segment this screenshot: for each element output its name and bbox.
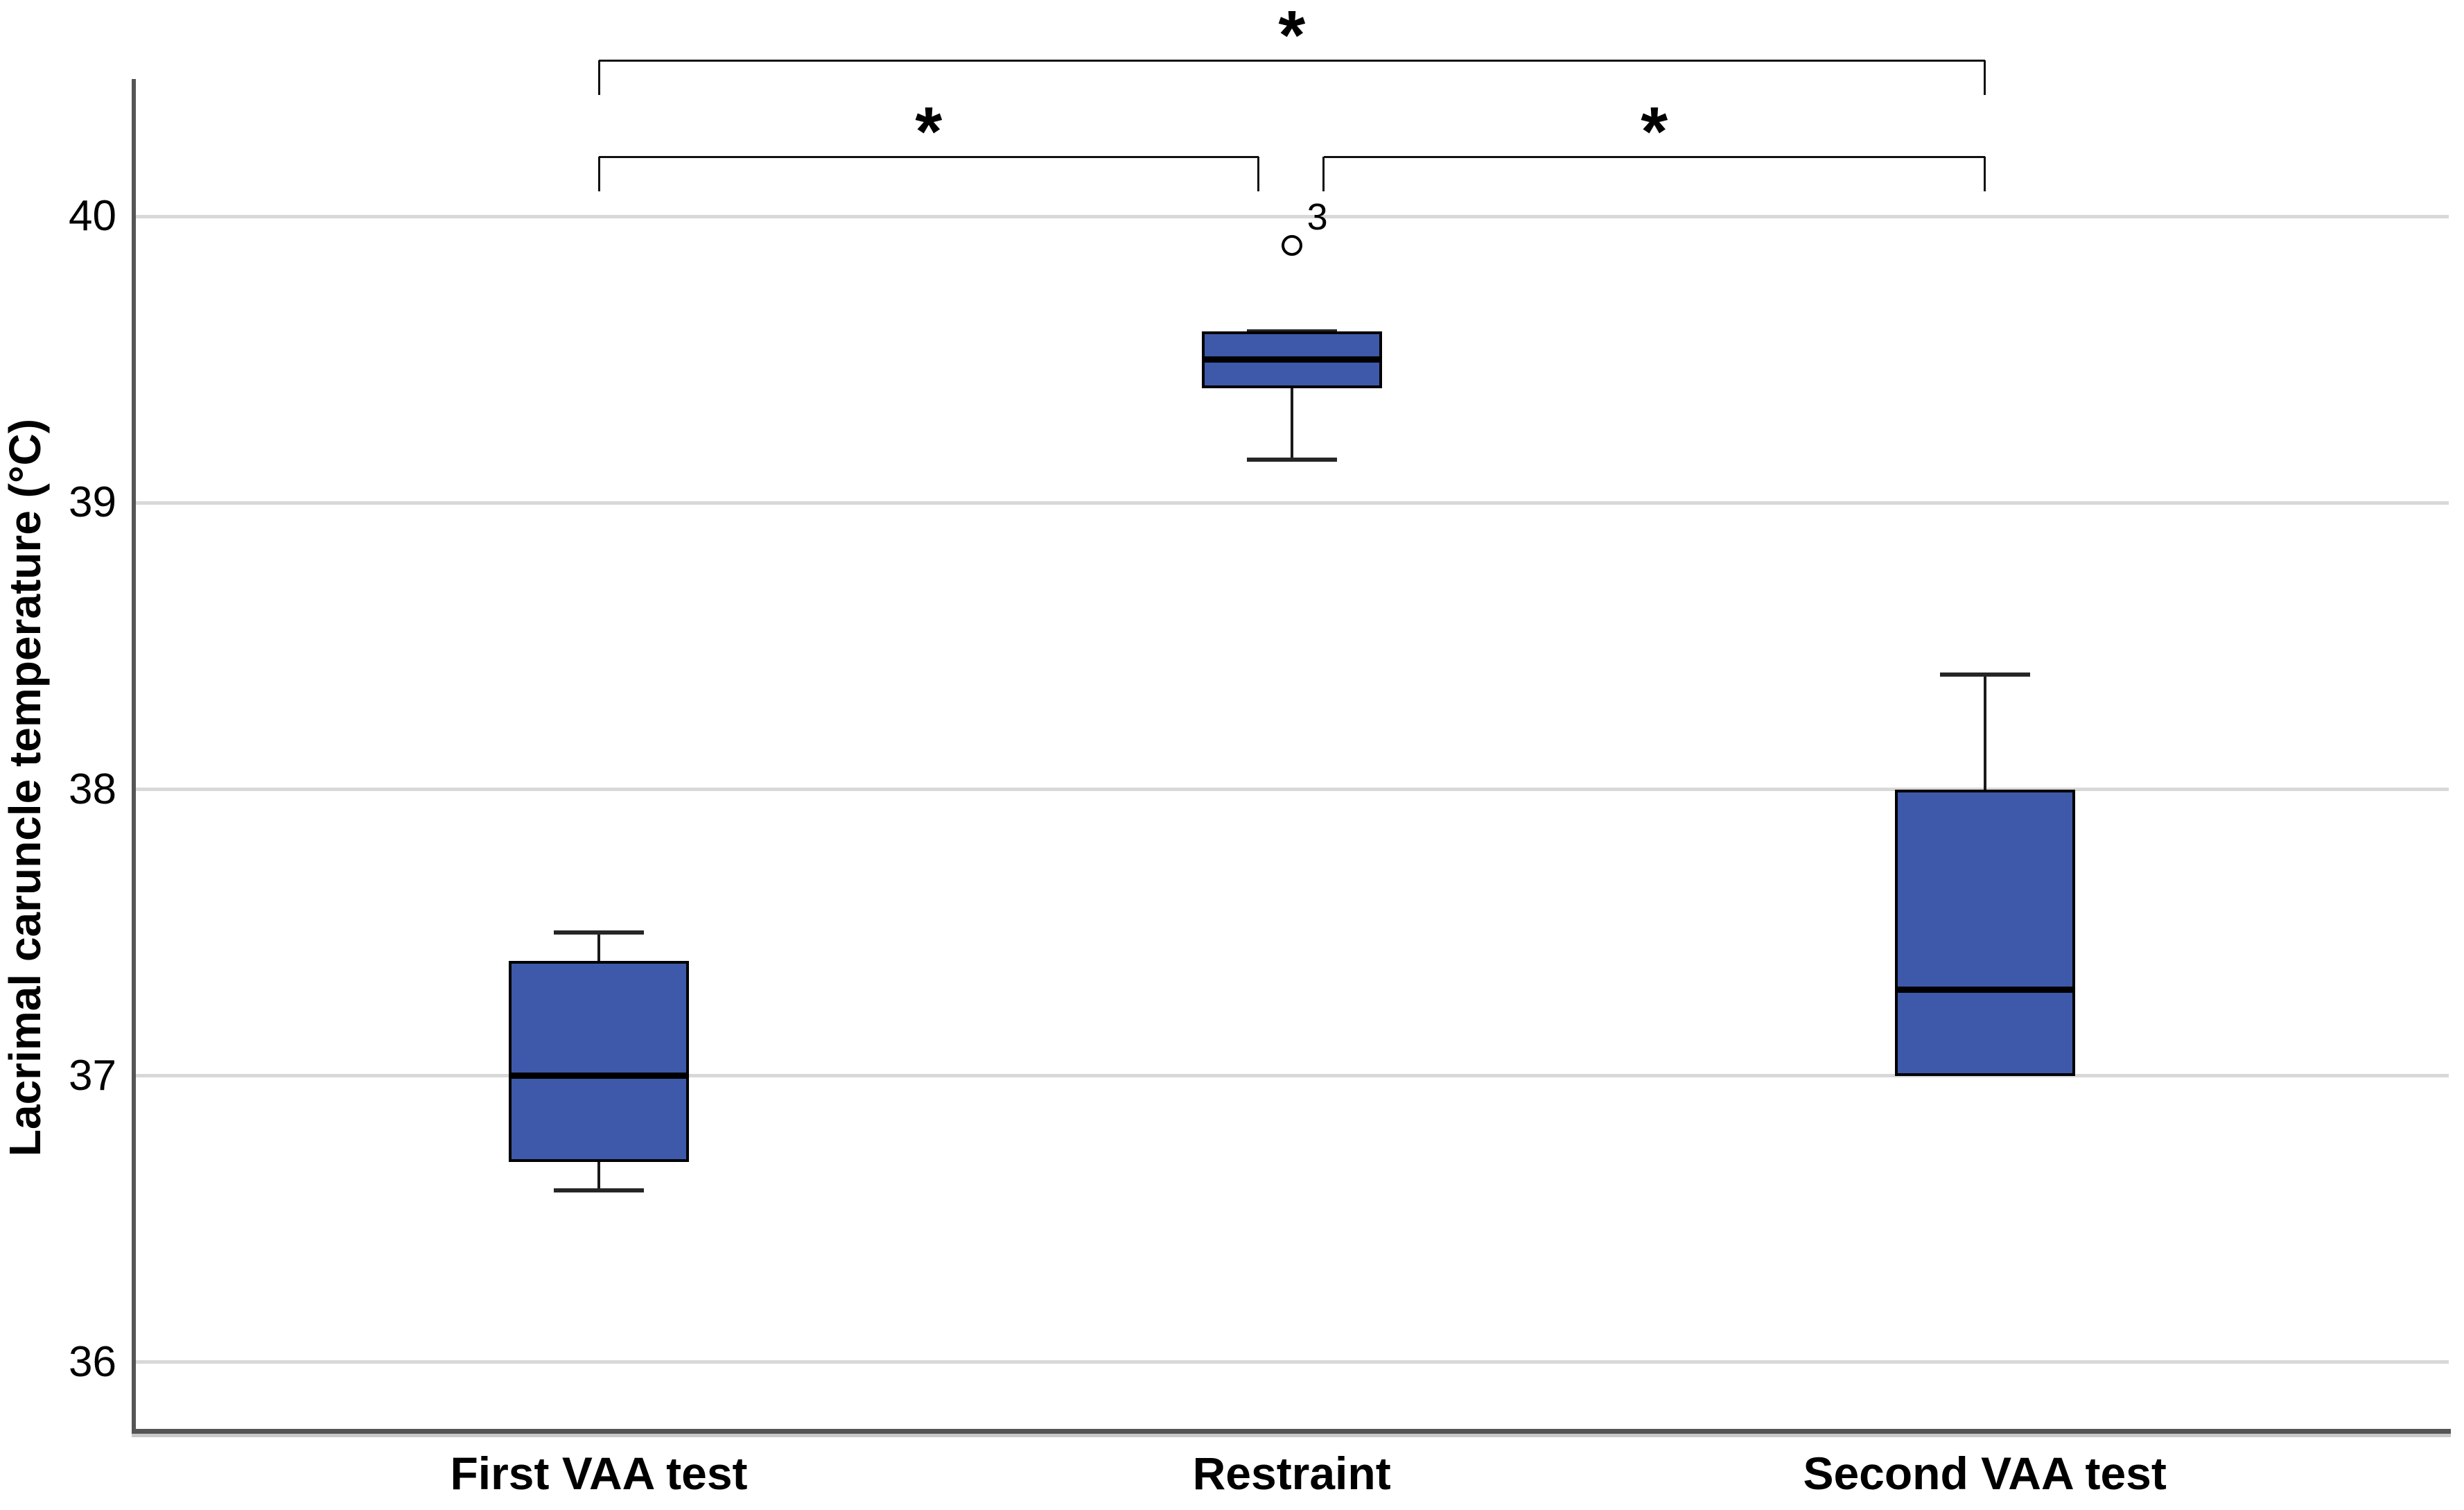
gridline-37 — [134, 1074, 2449, 1078]
whisker-upper-second-vaa-test — [1983, 675, 1986, 790]
x-category-label-restraint: Restraint — [1192, 1448, 1391, 1499]
outlier-label-restraint-0: 3 — [1307, 196, 1328, 238]
y-tick-label-37: 37 — [69, 1051, 116, 1100]
whisker-cap-lower-first-vaa-test — [554, 1188, 644, 1192]
y-tick-label-36: 36 — [69, 1337, 116, 1386]
sig-bracket-2-tick-1 — [597, 157, 600, 191]
gridline-40 — [134, 214, 2449, 218]
whisker-lower-first-vaa-test — [597, 1161, 600, 1190]
sig-bracket-2-tick-2 — [1257, 157, 1260, 191]
x-category-label-second-vaa-test: Second VAA test — [1803, 1448, 2167, 1499]
gridline-39 — [134, 501, 2449, 505]
x-axis-line — [132, 1429, 2451, 1434]
sig-bracket-3-tick-1 — [1322, 157, 1325, 191]
y-tick-label-40: 40 — [69, 192, 116, 241]
sig-bracket-1-line — [599, 59, 1985, 62]
median-first-vaa-test — [509, 1073, 689, 1079]
y-tick-label-39: 39 — [69, 478, 116, 527]
outlier-point-restraint-0 — [1281, 234, 1302, 256]
sig-bracket-3-line — [1323, 155, 1985, 158]
x-category-label-first-vaa-test: First VAA test — [450, 1448, 748, 1499]
x-axis-shadow — [132, 1434, 2451, 1437]
whisker-cap-lower-restraint — [1246, 458, 1337, 462]
sig-bracket-1-tick-1 — [597, 60, 600, 95]
sig-asterisk-2: * — [915, 93, 943, 171]
whisker-upper-first-vaa-test — [597, 932, 600, 962]
box-second-vaa-test — [1894, 789, 2075, 1076]
sig-bracket-2-line — [599, 155, 1259, 158]
whisker-cap-upper-second-vaa-test — [1939, 672, 2030, 677]
whisker-cap-upper-first-vaa-test — [554, 930, 644, 935]
gridline-38 — [134, 788, 2449, 792]
sig-asterisk-3: * — [1641, 93, 1668, 171]
whisker-lower-restraint — [1290, 388, 1293, 460]
gridline-36 — [134, 1360, 2449, 1364]
y-axis-line — [132, 79, 136, 1434]
y-tick-label-38: 38 — [69, 765, 116, 813]
sig-bracket-1-tick-2 — [1984, 60, 1986, 95]
sig-bracket-3-tick-2 — [1984, 157, 1986, 191]
median-second-vaa-test — [1894, 987, 2075, 993]
box-first-vaa-test — [509, 961, 689, 1162]
median-restraint — [1201, 356, 1382, 363]
sig-asterisk-1: * — [1278, 0, 1306, 74]
